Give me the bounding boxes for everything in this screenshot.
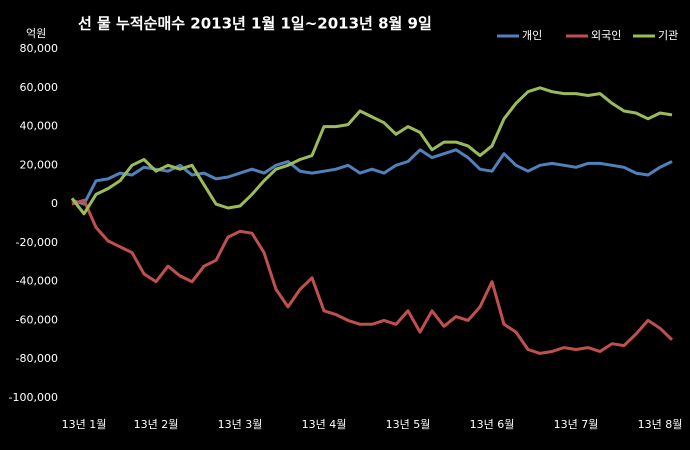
- y-tick-label: -100,000: [9, 391, 58, 404]
- x-tick-label: 13년 2월: [134, 418, 179, 431]
- legend-label: 기관: [658, 29, 678, 42]
- y-tick-label: 0: [51, 197, 58, 210]
- x-tick-label: 13년 5월: [386, 418, 431, 431]
- series-line: [70, 86, 673, 216]
- chart-title: 선 물 누적순매수 2013년 1월 1일~2013년 8월 9일: [78, 15, 432, 33]
- series-line: [71, 148, 673, 206]
- y-tick-label: -40,000: [16, 275, 58, 288]
- y-tick-label: -80,000: [16, 352, 58, 365]
- x-tick-label: 13년 7월: [554, 418, 599, 431]
- x-tick-label: 13년 4월: [302, 418, 347, 431]
- y-tick-label: -60,000: [16, 313, 58, 326]
- x-tick-label: 13년 8월: [638, 418, 683, 431]
- x-tick-label: 13년 3월: [218, 418, 263, 431]
- y-tick-label: 20,000: [20, 158, 59, 171]
- y-axis-label: 억원: [26, 27, 46, 40]
- y-tick-label: 40,000: [20, 120, 59, 133]
- legend-label: 외국인: [591, 29, 621, 42]
- x-tick-label: 13년 6월: [470, 418, 515, 431]
- y-tick-label: 60,000: [20, 81, 59, 94]
- legend-label: 개인: [522, 29, 542, 42]
- series-line: [71, 198, 674, 355]
- y-tick-label: -20,000: [16, 236, 58, 249]
- x-tick-label: 13년 1월: [62, 418, 107, 431]
- y-tick-label: 80,000: [20, 42, 59, 55]
